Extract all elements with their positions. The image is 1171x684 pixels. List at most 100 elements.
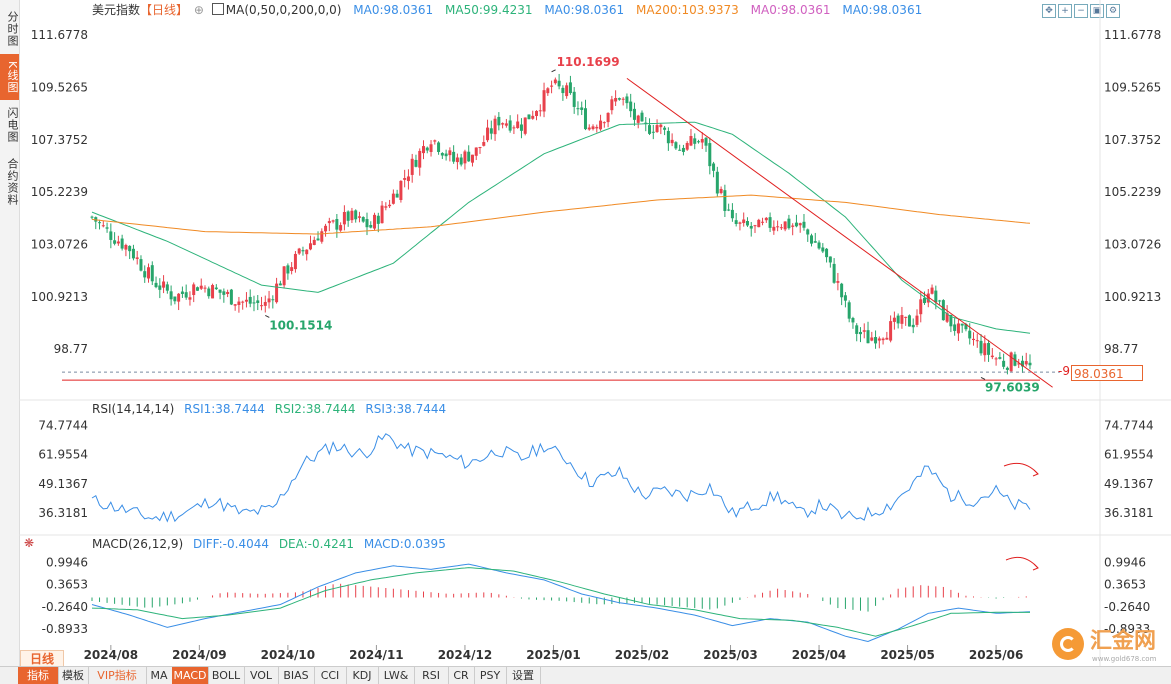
candle-body <box>568 82 572 94</box>
rsi1-value: RSI1:38.7444 <box>184 402 265 416</box>
y-tick-label-right: 109.5265 <box>1104 80 1161 94</box>
candle-body <box>964 324 968 330</box>
bottom-tab-5[interactable]: BOLL <box>208 667 245 684</box>
candle-body <box>256 300 260 303</box>
bottom-tab-0[interactable]: 指标 <box>18 667 59 684</box>
candle-body <box>614 98 618 102</box>
rsi-tick-label-left: 36.3181 <box>38 506 88 520</box>
candle-body <box>1005 367 1009 370</box>
bottom-tab-7[interactable]: BIAS <box>278 667 315 684</box>
candle-body <box>410 158 414 175</box>
tab-kline[interactable]: K线图 <box>0 54 19 100</box>
zoom-in-icon[interactable]: + <box>1058 4 1072 18</box>
bottom-tab-13[interactable]: PSY <box>474 667 507 684</box>
bottom-tab-10[interactable]: LW& <box>378 667 415 684</box>
tab-contract-info[interactable]: 合约资料 <box>6 158 19 206</box>
bottom-tab-3[interactable]: MA <box>146 667 173 684</box>
candle-body <box>617 98 621 100</box>
candle-body <box>704 137 708 146</box>
candle-body <box>376 215 380 224</box>
bottom-tab-9[interactable]: KDJ <box>346 667 379 684</box>
fullscreen-icon[interactable]: ▣ <box>1090 4 1104 18</box>
candle-body <box>715 171 719 194</box>
candle-body <box>316 238 320 241</box>
low-marker <box>980 376 986 380</box>
diff-value: DIFF:-0.4044 <box>192 537 269 551</box>
candle-body <box>1002 360 1006 367</box>
y-tick-label-right: 107.3752 <box>1104 133 1161 147</box>
candle-body <box>158 285 162 290</box>
candle-body <box>237 301 241 305</box>
refresh-icon[interactable]: ⊕ <box>193 3 204 17</box>
candle-body <box>949 314 953 327</box>
candle-body <box>693 138 697 144</box>
candle-body <box>708 143 712 167</box>
bottom-tab-11[interactable]: RSI <box>414 667 449 684</box>
candle-body <box>907 315 911 327</box>
candle-body <box>365 219 369 228</box>
candle-body <box>293 253 297 270</box>
candle-body <box>990 355 994 358</box>
period-chip[interactable]: 日线 <box>20 650 64 668</box>
bottom-tab-6[interactable]: VOL <box>244 667 279 684</box>
candle-body <box>519 124 523 131</box>
bottom-tab-4[interactable]: MACD <box>172 667 209 684</box>
bottom-tab-14[interactable]: 设置 <box>506 667 541 684</box>
candle-body <box>934 290 938 303</box>
zoom-out-icon[interactable]: − <box>1074 4 1088 18</box>
candle-body <box>802 221 806 228</box>
candle-body <box>508 120 512 131</box>
settings-icon[interactable]: ⚙ <box>1106 4 1120 18</box>
candle-body <box>843 295 847 301</box>
candle-body <box>971 338 975 341</box>
x-tick-label: 2025/05 <box>880 648 934 662</box>
move-icon[interactable]: ✥ <box>1042 4 1056 18</box>
candle-body <box>900 315 904 324</box>
candle-body <box>719 188 723 194</box>
rsi-tick-label-right: 36.3181 <box>1104 506 1154 520</box>
candle-body <box>941 300 945 321</box>
candle-body <box>994 358 998 360</box>
candle-body <box>1028 362 1032 366</box>
candle-body <box>583 108 587 130</box>
bottom-tab-2[interactable]: VIP指标 <box>88 667 147 684</box>
legend-ma0-d: MA0:98.0361 <box>842 3 923 17</box>
tab-lightning[interactable]: 闪电图 <box>6 107 19 143</box>
macd-settings-icon[interactable]: ❋ <box>24 536 35 550</box>
bottom-tab-1[interactable]: 模板 <box>58 667 89 684</box>
candle-body <box>199 285 203 289</box>
candle-body <box>572 91 576 107</box>
candle-body <box>263 301 267 306</box>
ma-settings-icon[interactable] <box>211 3 224 15</box>
candle-body <box>218 289 222 293</box>
candle-body <box>448 150 452 156</box>
candle-body <box>1020 360 1024 367</box>
candle-body <box>241 301 245 303</box>
bottom-tab-12[interactable]: CR <box>448 667 475 684</box>
candle-body <box>542 90 546 112</box>
y-tick-label-left: 109.5265 <box>31 80 88 94</box>
candle-body <box>105 227 109 229</box>
macd-tick-label-right: -0.2640 <box>1104 600 1150 614</box>
candle-body <box>297 248 301 254</box>
macd-value: MACD:0.0395 <box>363 537 446 551</box>
candle-body <box>459 157 463 165</box>
candle-body <box>678 149 682 151</box>
candle-body <box>282 266 286 286</box>
x-tick-label: 2025/01 <box>526 648 580 662</box>
tab-timeshare[interactable]: 分时图 <box>6 11 19 47</box>
candle-body <box>395 193 399 198</box>
candle-body <box>135 257 139 259</box>
candle-body <box>244 299 248 302</box>
candle-body <box>463 151 467 164</box>
bottom-tab-8[interactable]: CCI <box>314 667 347 684</box>
candle-body <box>339 225 343 231</box>
candle-body <box>486 127 490 141</box>
candle-body <box>858 331 862 335</box>
candle-body <box>290 267 294 271</box>
candle-body <box>226 291 230 295</box>
candle-body <box>926 293 930 303</box>
candle-body <box>798 223 802 226</box>
candle-body <box>576 108 580 110</box>
